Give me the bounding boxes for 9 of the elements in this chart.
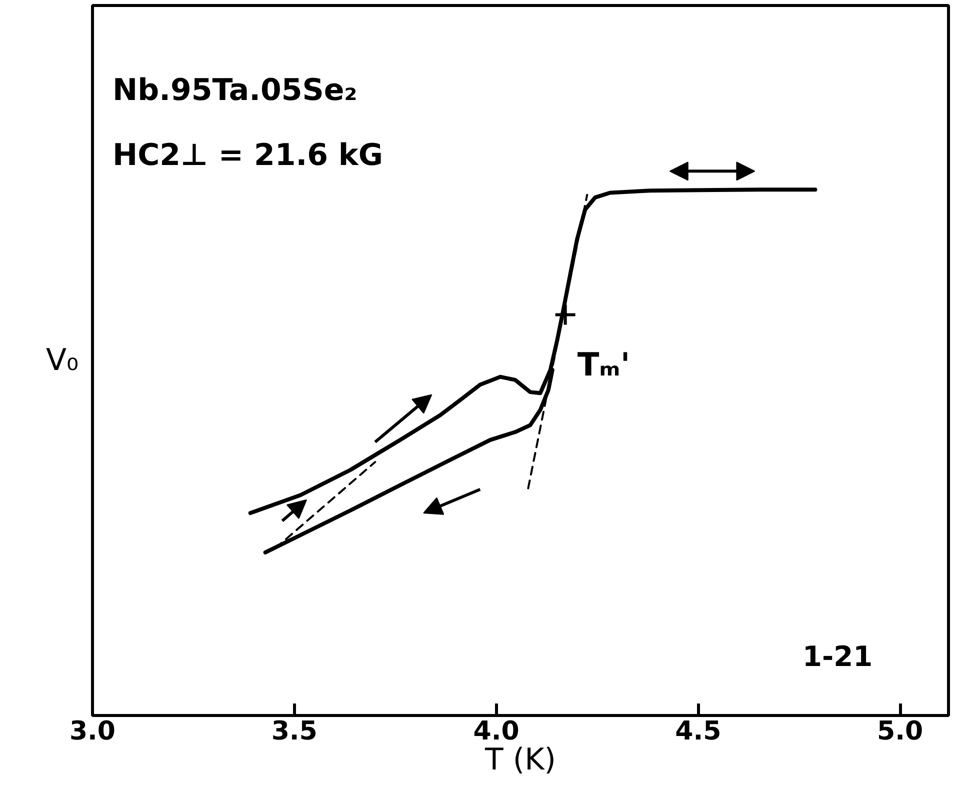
x-tick-label: 4.5 [675,716,722,746]
annotation: Tₘ' [577,346,630,384]
x-tick-label: 3.0 [69,716,116,746]
annotation: 1-21 [802,640,873,673]
text: Nb.95Ta.05Se₂ [112,73,358,108]
x-tick-label: 3.5 [271,716,318,746]
text: HC2⊥ = 21.6 kG [112,138,383,173]
x-tick-label: 5.0 [877,716,924,746]
y-axis-title: V₀ [46,343,79,378]
